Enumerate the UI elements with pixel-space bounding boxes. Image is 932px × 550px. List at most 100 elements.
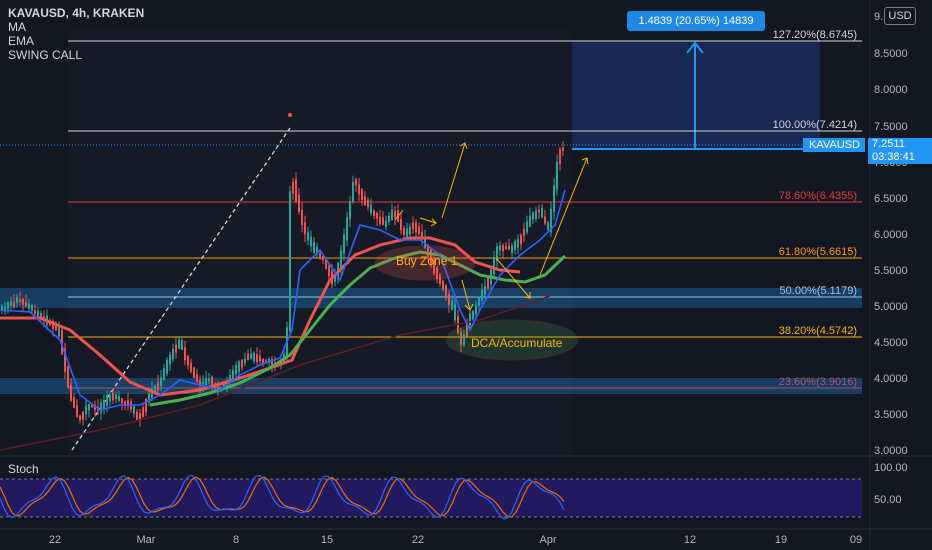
candle-body [550, 208, 552, 233]
candle-body [379, 216, 381, 225]
candle-body [64, 348, 66, 372]
price-tick: 6.0000 [874, 229, 908, 241]
price-tick: 5.0000 [874, 301, 908, 313]
candle-body [157, 382, 159, 391]
slow-ma-line [0, 295, 551, 451]
candle-body [91, 404, 93, 408]
candle-body [385, 220, 387, 227]
candle-body [469, 313, 471, 326]
candle-body [439, 274, 441, 284]
indicator-ma[interactable]: MA [8, 20, 26, 34]
candle-body [76, 405, 78, 417]
candle-body [514, 241, 516, 250]
candle-body [151, 388, 153, 399]
candle-body [181, 339, 183, 350]
candle-body [55, 324, 57, 331]
candle-body [451, 300, 453, 310]
price-tick: 9. [874, 11, 883, 23]
candle-body [559, 149, 561, 165]
candle-body [460, 331, 462, 345]
candle-body [241, 359, 243, 368]
candle-body [190, 362, 192, 373]
stoch-d-line [0, 476, 565, 518]
buy-zone-ellipse[interactable] [374, 245, 476, 281]
candle-body [109, 395, 111, 402]
candle-body [253, 353, 255, 362]
candle-body [541, 207, 543, 218]
candle-body [16, 296, 18, 304]
indicator-swing-call[interactable]: SWING CALL [8, 48, 83, 62]
candle-body [376, 213, 378, 219]
candle-body [493, 257, 495, 275]
fib-label: 78.60%(6.4355) [779, 190, 857, 202]
candle-body [205, 378, 207, 386]
candle-body [349, 200, 351, 220]
candle-body [418, 226, 420, 235]
candle-body [430, 249, 432, 266]
candle-body [127, 400, 129, 406]
candle-body [88, 404, 90, 411]
candle-body [523, 228, 525, 236]
candle-body [484, 286, 486, 295]
candle-body [244, 358, 246, 364]
trend-dashed-line[interactable] [71, 127, 291, 451]
candle-body [511, 245, 513, 254]
candle-body [199, 380, 201, 386]
candle-body [13, 302, 15, 308]
ma-line [0, 189, 566, 411]
candle-body [364, 196, 366, 206]
candle-body [235, 365, 237, 374]
price-tick: 4.0000 [874, 373, 908, 385]
price-axis[interactable]: 9.8.50008.00007.50007.00006.50006.00005.… [874, 11, 908, 457]
symbol-title[interactable]: KAVAUSD, 4h, KRAKEN [8, 6, 145, 20]
stoch-tick: 50.00 [874, 494, 902, 506]
candle-body [529, 215, 531, 227]
candle-body [343, 234, 345, 254]
candle-body [7, 302, 9, 310]
currency-button[interactable]: USD [884, 7, 916, 25]
candle-body [256, 354, 258, 363]
candle-body [388, 216, 390, 222]
candle-body [166, 359, 168, 374]
candle-body [145, 398, 147, 413]
dca-ellipse[interactable] [445, 319, 579, 361]
price-tick: 3.0000 [874, 445, 908, 457]
candle-body [310, 236, 312, 247]
candle-body [346, 217, 348, 241]
candle-body [472, 310, 474, 320]
candle-body [367, 199, 369, 208]
chart-header[interactable]: KAVAUSD, 4h, KRAKEN MA EMA SWING CALL [8, 6, 144, 62]
candle-body [526, 221, 528, 233]
candle-body [259, 356, 261, 361]
time-axis[interactable]: 22 Mar 8 15 22 Apr 12 19 09 [49, 534, 862, 546]
candle-body [118, 396, 120, 401]
stoch-label[interactable]: Stoch [8, 462, 39, 476]
candle-body [139, 413, 141, 420]
candle-body [307, 232, 309, 241]
candle-body [247, 353, 249, 361]
stoch-k-line [0, 474, 565, 520]
indicator-ema[interactable]: EMA [8, 34, 35, 48]
candle-body [454, 304, 456, 321]
candle-body [85, 405, 87, 415]
candle-body [238, 361, 240, 372]
candle-body [496, 246, 498, 261]
candle-body [142, 407, 144, 418]
candle-body [535, 210, 537, 220]
candle-body [355, 179, 357, 186]
candle-body [436, 267, 438, 279]
candle-body [409, 226, 411, 235]
time-tick: 15 [321, 534, 333, 546]
candle-body [304, 222, 306, 235]
time-tick: Apr [539, 534, 556, 546]
price-tick: 7.5000 [874, 121, 908, 133]
candle-body [34, 309, 36, 315]
candle-body [319, 252, 321, 258]
candle-body [40, 312, 42, 319]
candle-body [100, 402, 102, 413]
candle-body [325, 259, 327, 269]
candle-body [445, 285, 447, 297]
candle-body [94, 404, 96, 410]
candle-body [232, 370, 234, 379]
